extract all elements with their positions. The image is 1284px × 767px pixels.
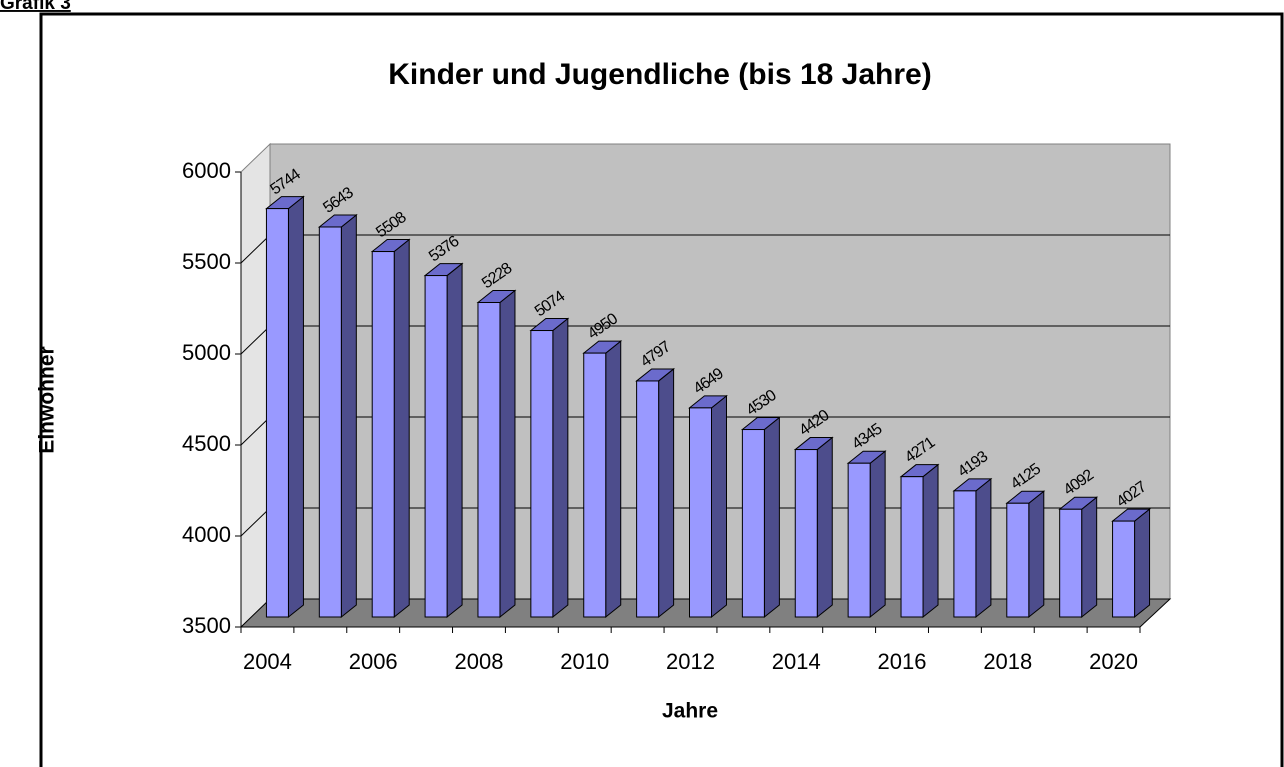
bar: [1059, 508, 1083, 618]
bar: [583, 352, 607, 618]
bar-side: [1081, 496, 1098, 619]
bar: [741, 429, 765, 618]
x-axis-title: Jahre: [662, 700, 718, 723]
bar-side: [393, 238, 410, 619]
x-tick-label: 2018: [983, 649, 1032, 674]
bar-side: [287, 195, 304, 619]
grid-line-side: [240, 234, 271, 264]
y-tick-label: 5500: [182, 249, 231, 274]
bar: [953, 490, 977, 618]
y-tick-label: 4500: [182, 431, 231, 456]
bar-side: [552, 317, 569, 619]
bar: [1006, 502, 1030, 618]
bar: [794, 449, 818, 618]
x-tick-label: 2006: [349, 649, 398, 674]
x-tick-label: 2020: [1089, 649, 1138, 674]
grid-line-side: [240, 507, 271, 537]
bar: [847, 462, 871, 618]
bar-side: [975, 477, 992, 619]
x-tick-label: 2004: [243, 649, 292, 674]
bar: [265, 208, 289, 618]
page-header: Grafik 3: [0, 0, 71, 14]
bar-side: [1028, 490, 1045, 619]
bar: [530, 330, 554, 618]
x-tick-label: 2016: [878, 649, 927, 674]
bar: [689, 407, 712, 618]
bar-side: [922, 463, 939, 619]
bar-side: [658, 367, 675, 619]
bar: [371, 251, 395, 618]
x-tick-label: 2008: [454, 649, 503, 674]
grid-line-side: [240, 325, 271, 355]
bar: [318, 226, 342, 618]
x-tick-label: 2010: [560, 649, 609, 674]
x-tick-label: 2012: [666, 649, 715, 674]
bar-side: [340, 213, 357, 619]
bar-side: [499, 289, 516, 619]
bar-side: [816, 436, 833, 619]
bar-side: [763, 416, 780, 619]
bar-side: [711, 394, 727, 619]
bar: [477, 302, 501, 618]
side-wall: [240, 142, 271, 629]
bar-side: [605, 340, 622, 619]
bar-side: [446, 262, 463, 619]
x-tick-label: 2014: [772, 649, 821, 674]
y-tick-label: 5000: [182, 340, 231, 365]
bar: [636, 380, 660, 618]
grid-line-side: [240, 416, 271, 446]
y-tick-label: 3500: [182, 613, 231, 638]
bar: [900, 476, 924, 618]
bar-side: [1134, 508, 1151, 619]
bar-side: [869, 450, 886, 619]
y-tick-label: 6000: [182, 158, 231, 183]
chart-title: Kinder und Jugendliche (bis 18 Jahre): [388, 58, 931, 91]
y-tick-label: 4000: [182, 522, 231, 547]
bar: [1112, 520, 1136, 618]
bar: [424, 275, 448, 618]
y-axis-title: Einwohner: [36, 346, 59, 453]
